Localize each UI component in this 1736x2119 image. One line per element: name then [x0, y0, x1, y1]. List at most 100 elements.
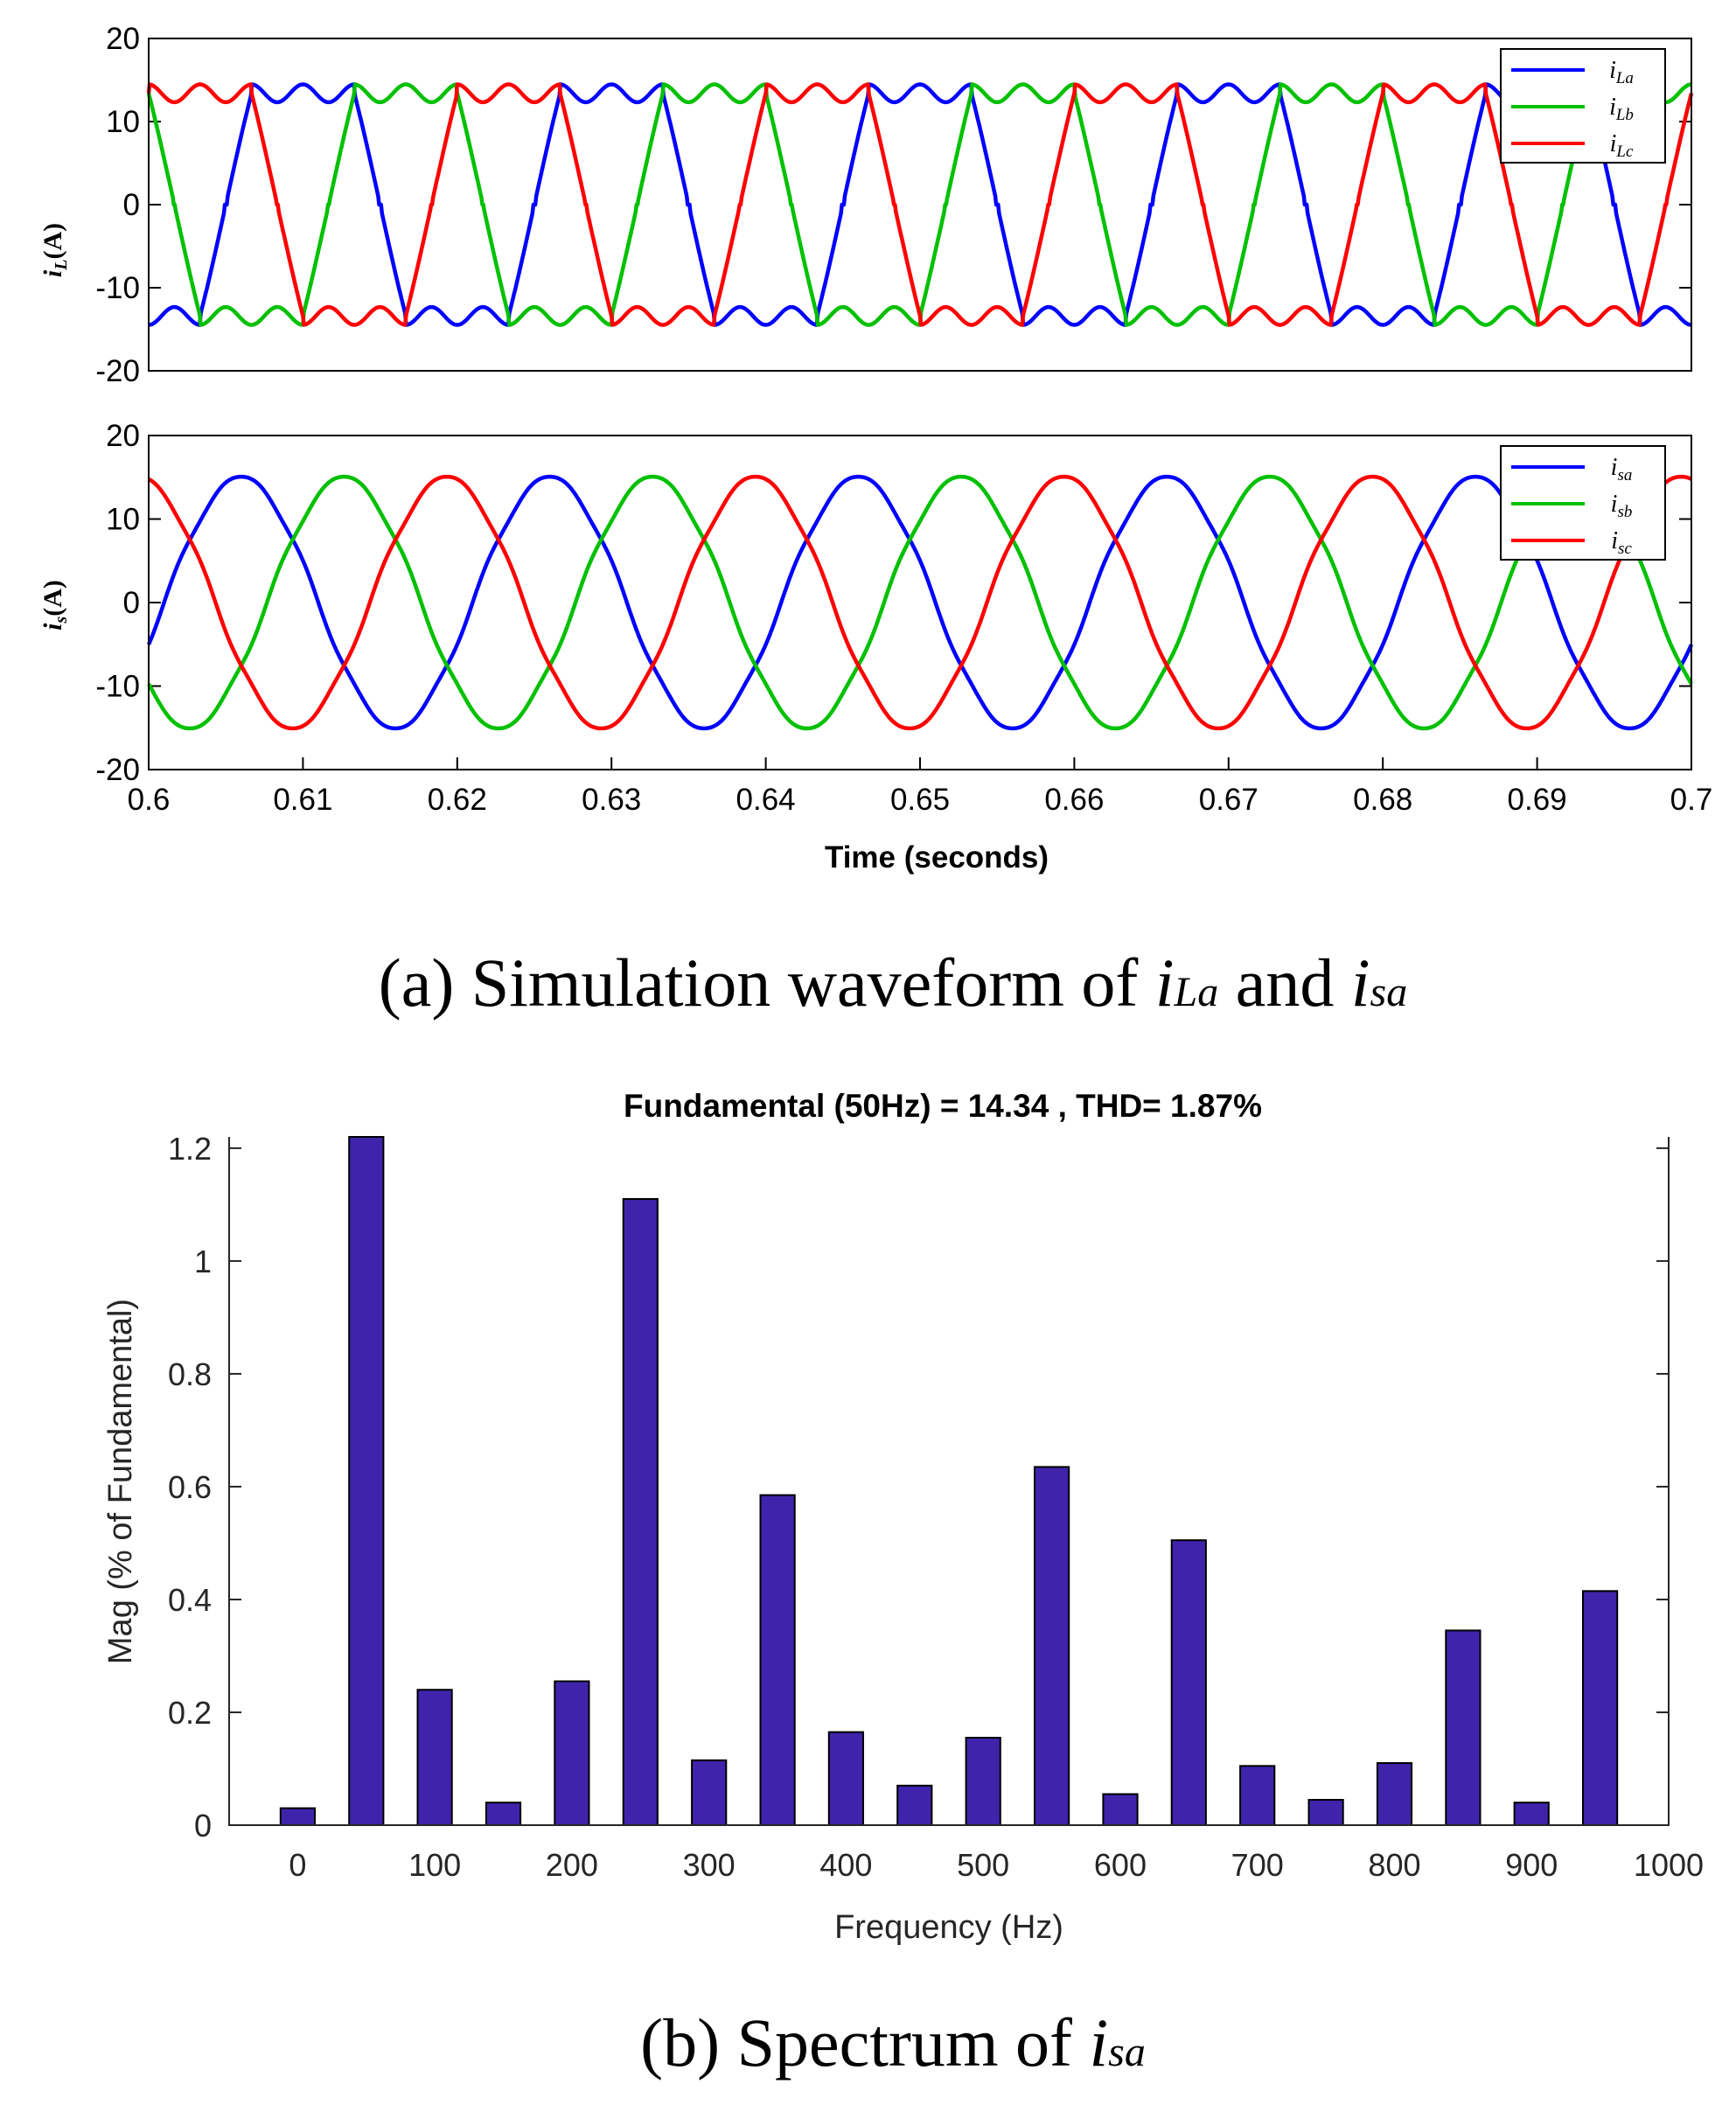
- spectrum-bar: [1376, 1762, 1413, 1826]
- xtick-label: 500: [957, 1847, 1009, 1883]
- source-current-legend: isa isb isc: [1500, 445, 1666, 561]
- xtick-label: 0.68: [1353, 783, 1412, 817]
- spectrum-bars: [279, 1136, 1619, 1827]
- caption-a: (a) Simulation waveform of iLa and isa: [379, 944, 1407, 1021]
- spectrum-bar: [1582, 1590, 1619, 1827]
- ytick-label: 0.8: [168, 1356, 212, 1392]
- legend-label-Lb: iLb: [1609, 94, 1634, 124]
- series-line-Lc: [146, 82, 1694, 327]
- caption-a-prefix: (a) Simulation waveform of: [379, 944, 1155, 1021]
- caption-a-mid: and: [1218, 944, 1351, 1021]
- spectrum-bar: [416, 1689, 453, 1826]
- spectrum-xticks: 0 100 200 300 400 500 600 700 800 900 1000: [289, 1813, 1704, 1883]
- spectrum-bar: [965, 1737, 1001, 1826]
- legend-label-Lc: iLc: [1610, 130, 1634, 161]
- xtick-label: 0.67: [1199, 783, 1258, 817]
- xtick-label: 0.6: [128, 783, 171, 817]
- ytick-label: 0: [123, 188, 140, 222]
- xtick-label: 1000: [1634, 1847, 1704, 1883]
- spectrum-bar: [1307, 1799, 1344, 1826]
- ytick-label: 20: [106, 22, 140, 56]
- spectrum-bar: [485, 1802, 522, 1826]
- xtick-label: 200: [546, 1847, 598, 1883]
- xtick-label: 0: [289, 1847, 306, 1883]
- caption-a-var1-sub: La: [1174, 969, 1219, 1015]
- load-current-legend: iLa iLb iLc: [1500, 48, 1666, 164]
- spectrum-bar: [827, 1731, 864, 1826]
- caption-b-prefix: (b) Spectrum of: [640, 2004, 1089, 2081]
- spectrum-bar: [1170, 1539, 1207, 1826]
- spectrum-bar: [896, 1784, 933, 1827]
- ytick-label: 1: [194, 1244, 212, 1279]
- spectrum-bar: [1445, 1629, 1482, 1827]
- xtick-label: 0.61: [273, 783, 332, 817]
- ytick-label: -10: [95, 271, 140, 305]
- spectrum-yticks: 0 0.2 0.4 0.6 0.8 1 1.2: [168, 1131, 1669, 1844]
- ytick-label: 20: [106, 419, 140, 453]
- load-current-ylabel-sub: L: [52, 260, 71, 271]
- source-current-xticks: 0.6 0.61 0.62 0.63 0.64 0.65 0.66 0.67 0.68 0.69 0…: [128, 757, 1713, 817]
- series-line-sa: [146, 474, 1694, 731]
- source-current-ylabel-sub: s: [52, 617, 71, 624]
- xtick-label: 700: [1231, 1847, 1284, 1883]
- caption-b: (b) Spectrum of isa: [640, 2004, 1146, 2081]
- load-current-curves: [146, 82, 1694, 327]
- ytick-label: 0.2: [168, 1695, 212, 1731]
- ytick-label: 1.2: [168, 1131, 212, 1167]
- ytick-label: 0.6: [168, 1469, 212, 1505]
- spectrum-bar: [1513, 1802, 1550, 1826]
- xtick-label: 0.62: [428, 783, 487, 817]
- ytick-label: 10: [106, 503, 140, 537]
- ytick-label: 0: [194, 1808, 212, 1844]
- load-current-axes-frame: [148, 38, 1692, 372]
- ytick-label: 0: [123, 586, 140, 620]
- caption-b-var-sub: sa: [1108, 2029, 1146, 2075]
- caption-a-var1: i: [1155, 944, 1175, 1021]
- xtick-label: 400: [819, 1847, 872, 1883]
- load-current-ylabel: iL(A): [38, 223, 71, 277]
- spectrum-bar: [279, 1807, 316, 1827]
- legend-label-sb: isb: [1611, 491, 1633, 521]
- xtick-label: 0.64: [736, 783, 796, 817]
- xtick-label: 0.63: [582, 783, 641, 817]
- xtick-label: 0.65: [890, 783, 950, 817]
- spectrum-bar: [1239, 1765, 1276, 1827]
- legend-label-sa: isa: [1611, 454, 1633, 484]
- spectrum-bar: [1034, 1466, 1070, 1827]
- spectrum-bar: [622, 1198, 659, 1826]
- xtick-label: 0.7: [1670, 783, 1713, 817]
- load-current-plot: iL(A) 20 10 0 -10 -20 iLa iLb iLc: [38, 22, 1694, 388]
- series-line-La: [147, 82, 1693, 327]
- xtick-label: 0.66: [1044, 783, 1104, 817]
- series-line-sb: [147, 474, 1693, 731]
- spectrum-bar: [348, 1136, 385, 1826]
- load-current-yticks: 20 10 0 -10 -20: [95, 22, 1691, 388]
- source-current-ylabel-unit: (A): [38, 580, 67, 617]
- legend-label-sc: isc: [1611, 527, 1632, 558]
- spectrum-axes-frame: [228, 1137, 1670, 1826]
- source-current-yticks: 20 10 0 -10 -20: [95, 419, 1691, 787]
- spectrum-bar: [759, 1494, 796, 1826]
- xtick-label: 100: [408, 1847, 461, 1883]
- spectrum-bar: [554, 1680, 590, 1826]
- spectrum-bar: [691, 1759, 728, 1827]
- xtick-label: 300: [683, 1847, 736, 1883]
- xtick-label: 800: [1368, 1847, 1420, 1883]
- time-xlabel: Time (seconds): [825, 840, 1049, 875]
- legend-label-La: iLa: [1609, 57, 1634, 87]
- ytick-label: -10: [95, 670, 140, 704]
- caption-a-var2-sub: sa: [1370, 969, 1408, 1015]
- load-current-ylabel-unit: (A): [38, 223, 67, 260]
- series-line-sc: [147, 474, 1693, 731]
- source-current-curves: [146, 474, 1694, 731]
- caption-b-var: i: [1090, 2004, 1109, 2081]
- spectrum-xlabel: Frequency (Hz): [834, 1909, 1063, 1946]
- caption-a-var2: i: [1351, 944, 1370, 1021]
- spectrum-bar: [1102, 1793, 1139, 1826]
- xtick-label: 900: [1505, 1847, 1558, 1883]
- xtick-label: 600: [1094, 1847, 1147, 1883]
- xtick-label: 0.69: [1508, 783, 1567, 817]
- spectrum-title: Fundamental (50Hz) = 14.34 , THD= 1.87%: [624, 1088, 1262, 1124]
- load-current-ylabel-main: i: [38, 269, 67, 277]
